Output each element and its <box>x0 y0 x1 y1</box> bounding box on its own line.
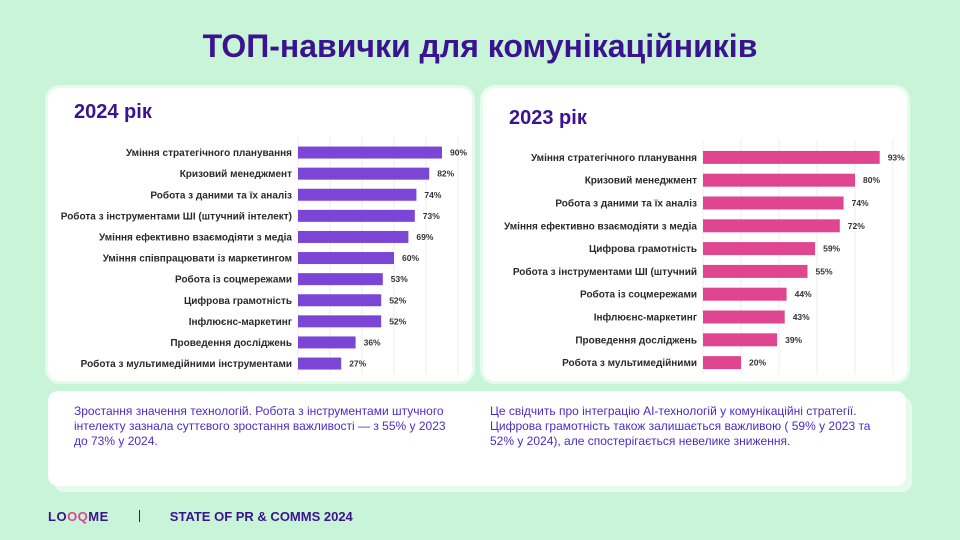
chart-title-2024: 2024 рік <box>74 101 152 123</box>
category-label: Кризовий менеджмент <box>585 176 697 187</box>
chart-panel-2023: 2023 рік Уміння стратегічного планування… <box>483 88 907 381</box>
bar <box>703 196 844 210</box>
bar <box>298 315 382 328</box>
notes-panel: Зростання значення технологій. Робота з … <box>48 391 906 486</box>
value-label: 60% <box>402 253 419 263</box>
bar <box>298 167 430 180</box>
value-label: 93% <box>888 152 905 162</box>
bar <box>703 219 840 233</box>
value-label: 20% <box>749 358 766 368</box>
bar <box>703 356 741 370</box>
category-label: Уміння ефективно взаємодіяти з медіа <box>504 220 697 232</box>
value-label: 55% <box>816 266 833 276</box>
value-label: 27% <box>349 359 366 369</box>
category-label: Цифрова грамотність <box>589 243 697 255</box>
category-label: Робота із соцмережами <box>175 274 292 286</box>
category-label: Робота з інструментами ШІ (штучний <box>513 266 697 278</box>
chart-panel-2024: 2024 рік Уміння стратегічного планування… <box>48 88 472 381</box>
category-label: Робота з інструментами ШІ (штучний інтел… <box>61 210 292 222</box>
page-title: ТОП-навички для комунікаційників <box>202 28 758 64</box>
category-label: Робота із соцмережами <box>580 289 697 301</box>
value-label: 80% <box>863 175 880 185</box>
bar <box>703 310 785 324</box>
bar-chart-2023: Уміння стратегічного планування 93% Кризов… <box>504 140 905 374</box>
value-label: 72% <box>848 221 865 231</box>
value-label: 52% <box>389 316 406 326</box>
value-label: 52% <box>389 295 406 305</box>
category-label: Уміння співпрацювати із маркетингом <box>103 254 292 265</box>
category-label: Робота з даними та їх аналіз <box>555 198 697 210</box>
bar <box>703 264 808 278</box>
value-label: 44% <box>795 289 812 299</box>
value-label: 53% <box>391 274 408 284</box>
bar <box>298 294 382 307</box>
bar <box>703 242 816 256</box>
value-label: 73% <box>423 211 440 221</box>
footer: LOOQME STATE OF PR & COMMS 2024 <box>48 508 353 524</box>
value-label: 39% <box>785 335 802 345</box>
category-label: Уміння стратегічного планування <box>126 148 292 159</box>
category-label: Робота з даними та їх аналіз <box>150 189 292 201</box>
value-label: 82% <box>437 169 454 179</box>
note-left: Зростання значення технологій. Робота з … <box>74 404 446 448</box>
category-label: Робота з мультимедійними інструментами <box>81 358 292 370</box>
category-label: Цифрова грамотність <box>184 295 292 307</box>
value-label: 90% <box>450 148 467 158</box>
value-label: 59% <box>823 244 840 254</box>
bar <box>298 357 342 370</box>
bar <box>703 287 787 301</box>
footer-divider <box>138 510 140 522</box>
bar <box>298 230 409 243</box>
bar <box>298 188 417 201</box>
value-label: 36% <box>364 337 381 347</box>
category-label: Уміння стратегічного планування <box>531 153 697 164</box>
bar <box>298 146 442 159</box>
bar-chart-2024: Уміння стратегічного планування 90% Кризов… <box>61 136 467 375</box>
value-label: 74% <box>424 190 441 200</box>
bar <box>298 252 394 265</box>
category-label: Кризовий менеджмент <box>180 169 292 180</box>
category-label: Інфлюєнс-маркетинг <box>594 312 697 324</box>
bar <box>298 336 356 349</box>
value-label: 74% <box>852 198 869 208</box>
category-label: Робота з мультимедійними <box>562 357 697 369</box>
value-label: 43% <box>793 312 810 322</box>
category-label: Проведення досліджень <box>575 335 697 346</box>
category-label: Інфлюєнс-маркетинг <box>189 316 292 328</box>
note-right: Це свідчить про інтеграцію AI-технологій… <box>490 404 871 448</box>
bar <box>703 173 855 187</box>
report-title: STATE OF PR & COMMS 2024 <box>169 508 353 524</box>
chart-title-2023: 2023 рік <box>509 107 587 129</box>
value-label: 69% <box>416 232 433 242</box>
bar <box>298 209 415 222</box>
looqme-logo: LOOQME <box>48 508 109 524</box>
bar <box>298 273 383 286</box>
category-label: Уміння ефективно взаємодіяти з медіа <box>99 231 292 243</box>
bar <box>703 333 778 347</box>
bar <box>703 150 880 164</box>
category-label: Проведення досліджень <box>170 338 292 349</box>
